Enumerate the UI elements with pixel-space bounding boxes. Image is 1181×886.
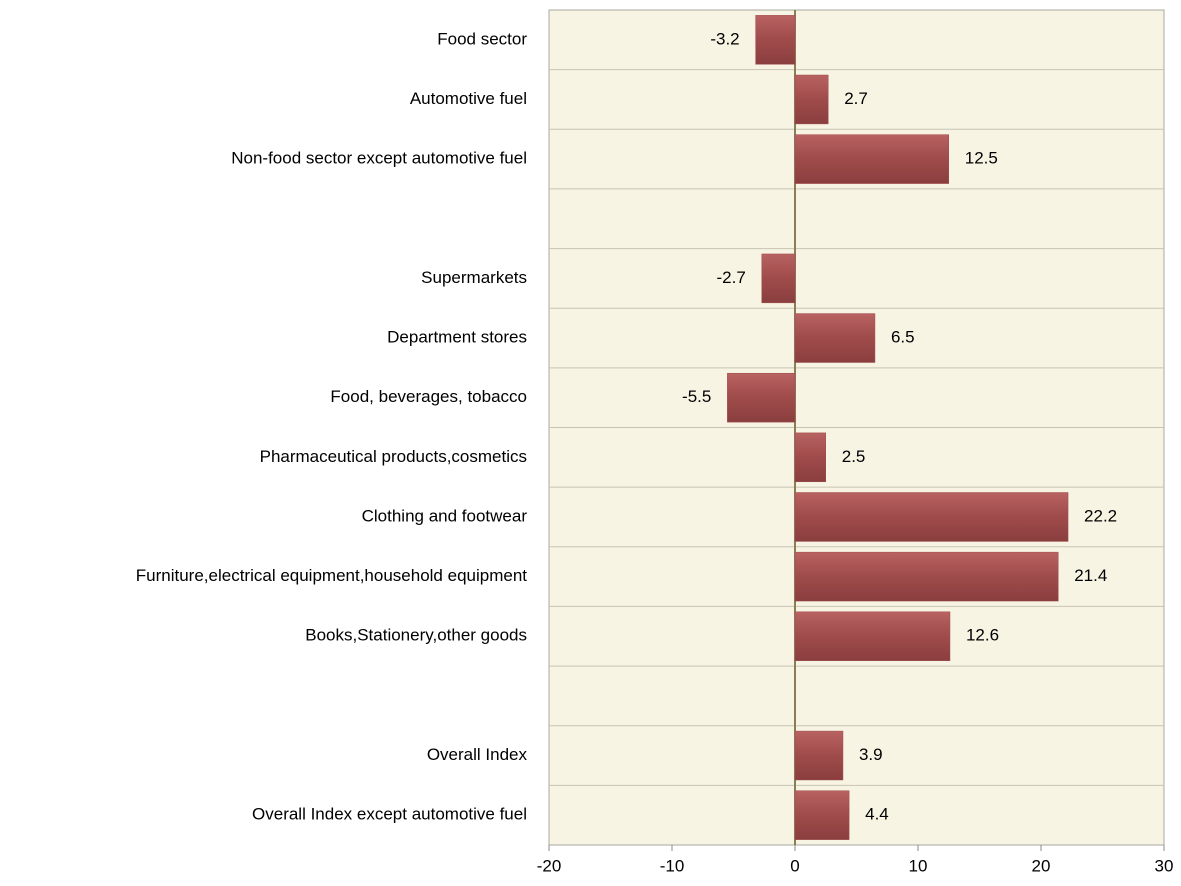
value-label: 3.9 <box>859 745 883 764</box>
value-label: 6.5 <box>891 328 915 347</box>
bar <box>794 492 1069 542</box>
value-label: -5.5 <box>682 387 711 406</box>
bar <box>794 730 844 781</box>
x-tick-label: -20 <box>537 856 562 875</box>
y-tick-label: Non-food sector except automotive fuel <box>231 149 527 168</box>
y-tick-label: Food, beverages, tobacco <box>330 387 527 406</box>
bar <box>755 15 796 65</box>
y-tick-label: Overall Index except automotive fuel <box>252 805 527 824</box>
bar <box>794 611 951 661</box>
bar <box>794 74 829 125</box>
bar <box>794 551 1059 602</box>
value-label: 22.2 <box>1084 506 1117 525</box>
y-tick-label: Food sector <box>437 29 527 48</box>
y-tick-label: Books,Stationery,other goods <box>305 626 527 645</box>
y-tick-label: Overall Index <box>427 745 528 764</box>
value-label: 12.5 <box>965 149 998 168</box>
value-label: -3.2 <box>710 29 739 48</box>
y-tick-label: Department stores <box>387 328 527 347</box>
x-tick-label: 0 <box>790 856 799 875</box>
x-tick-label: -10 <box>660 856 685 875</box>
bar <box>794 790 850 840</box>
bar <box>794 134 949 184</box>
value-label: 4.4 <box>865 805 889 824</box>
value-label: -2.7 <box>716 268 745 287</box>
y-tick-label: Clothing and footwear <box>362 506 528 525</box>
x-tick-label: 30 <box>1155 856 1174 875</box>
y-tick-label: Furniture,electrical equipment,household… <box>136 566 528 585</box>
y-tick-label: Automotive fuel <box>410 89 527 108</box>
x-tick-label: 20 <box>1032 856 1051 875</box>
value-label: 2.7 <box>844 89 868 108</box>
bar <box>794 313 876 363</box>
bar <box>727 372 796 423</box>
x-tick-label: 10 <box>909 856 928 875</box>
y-tick-label: Pharmaceutical products,cosmetics <box>260 447 527 466</box>
value-label: 12.6 <box>966 626 999 645</box>
value-label: 21.4 <box>1074 566 1107 585</box>
bar <box>761 253 796 304</box>
value-label: 2.5 <box>842 447 866 466</box>
y-tick-label: Supermarkets <box>421 268 527 287</box>
bar <box>794 432 826 483</box>
